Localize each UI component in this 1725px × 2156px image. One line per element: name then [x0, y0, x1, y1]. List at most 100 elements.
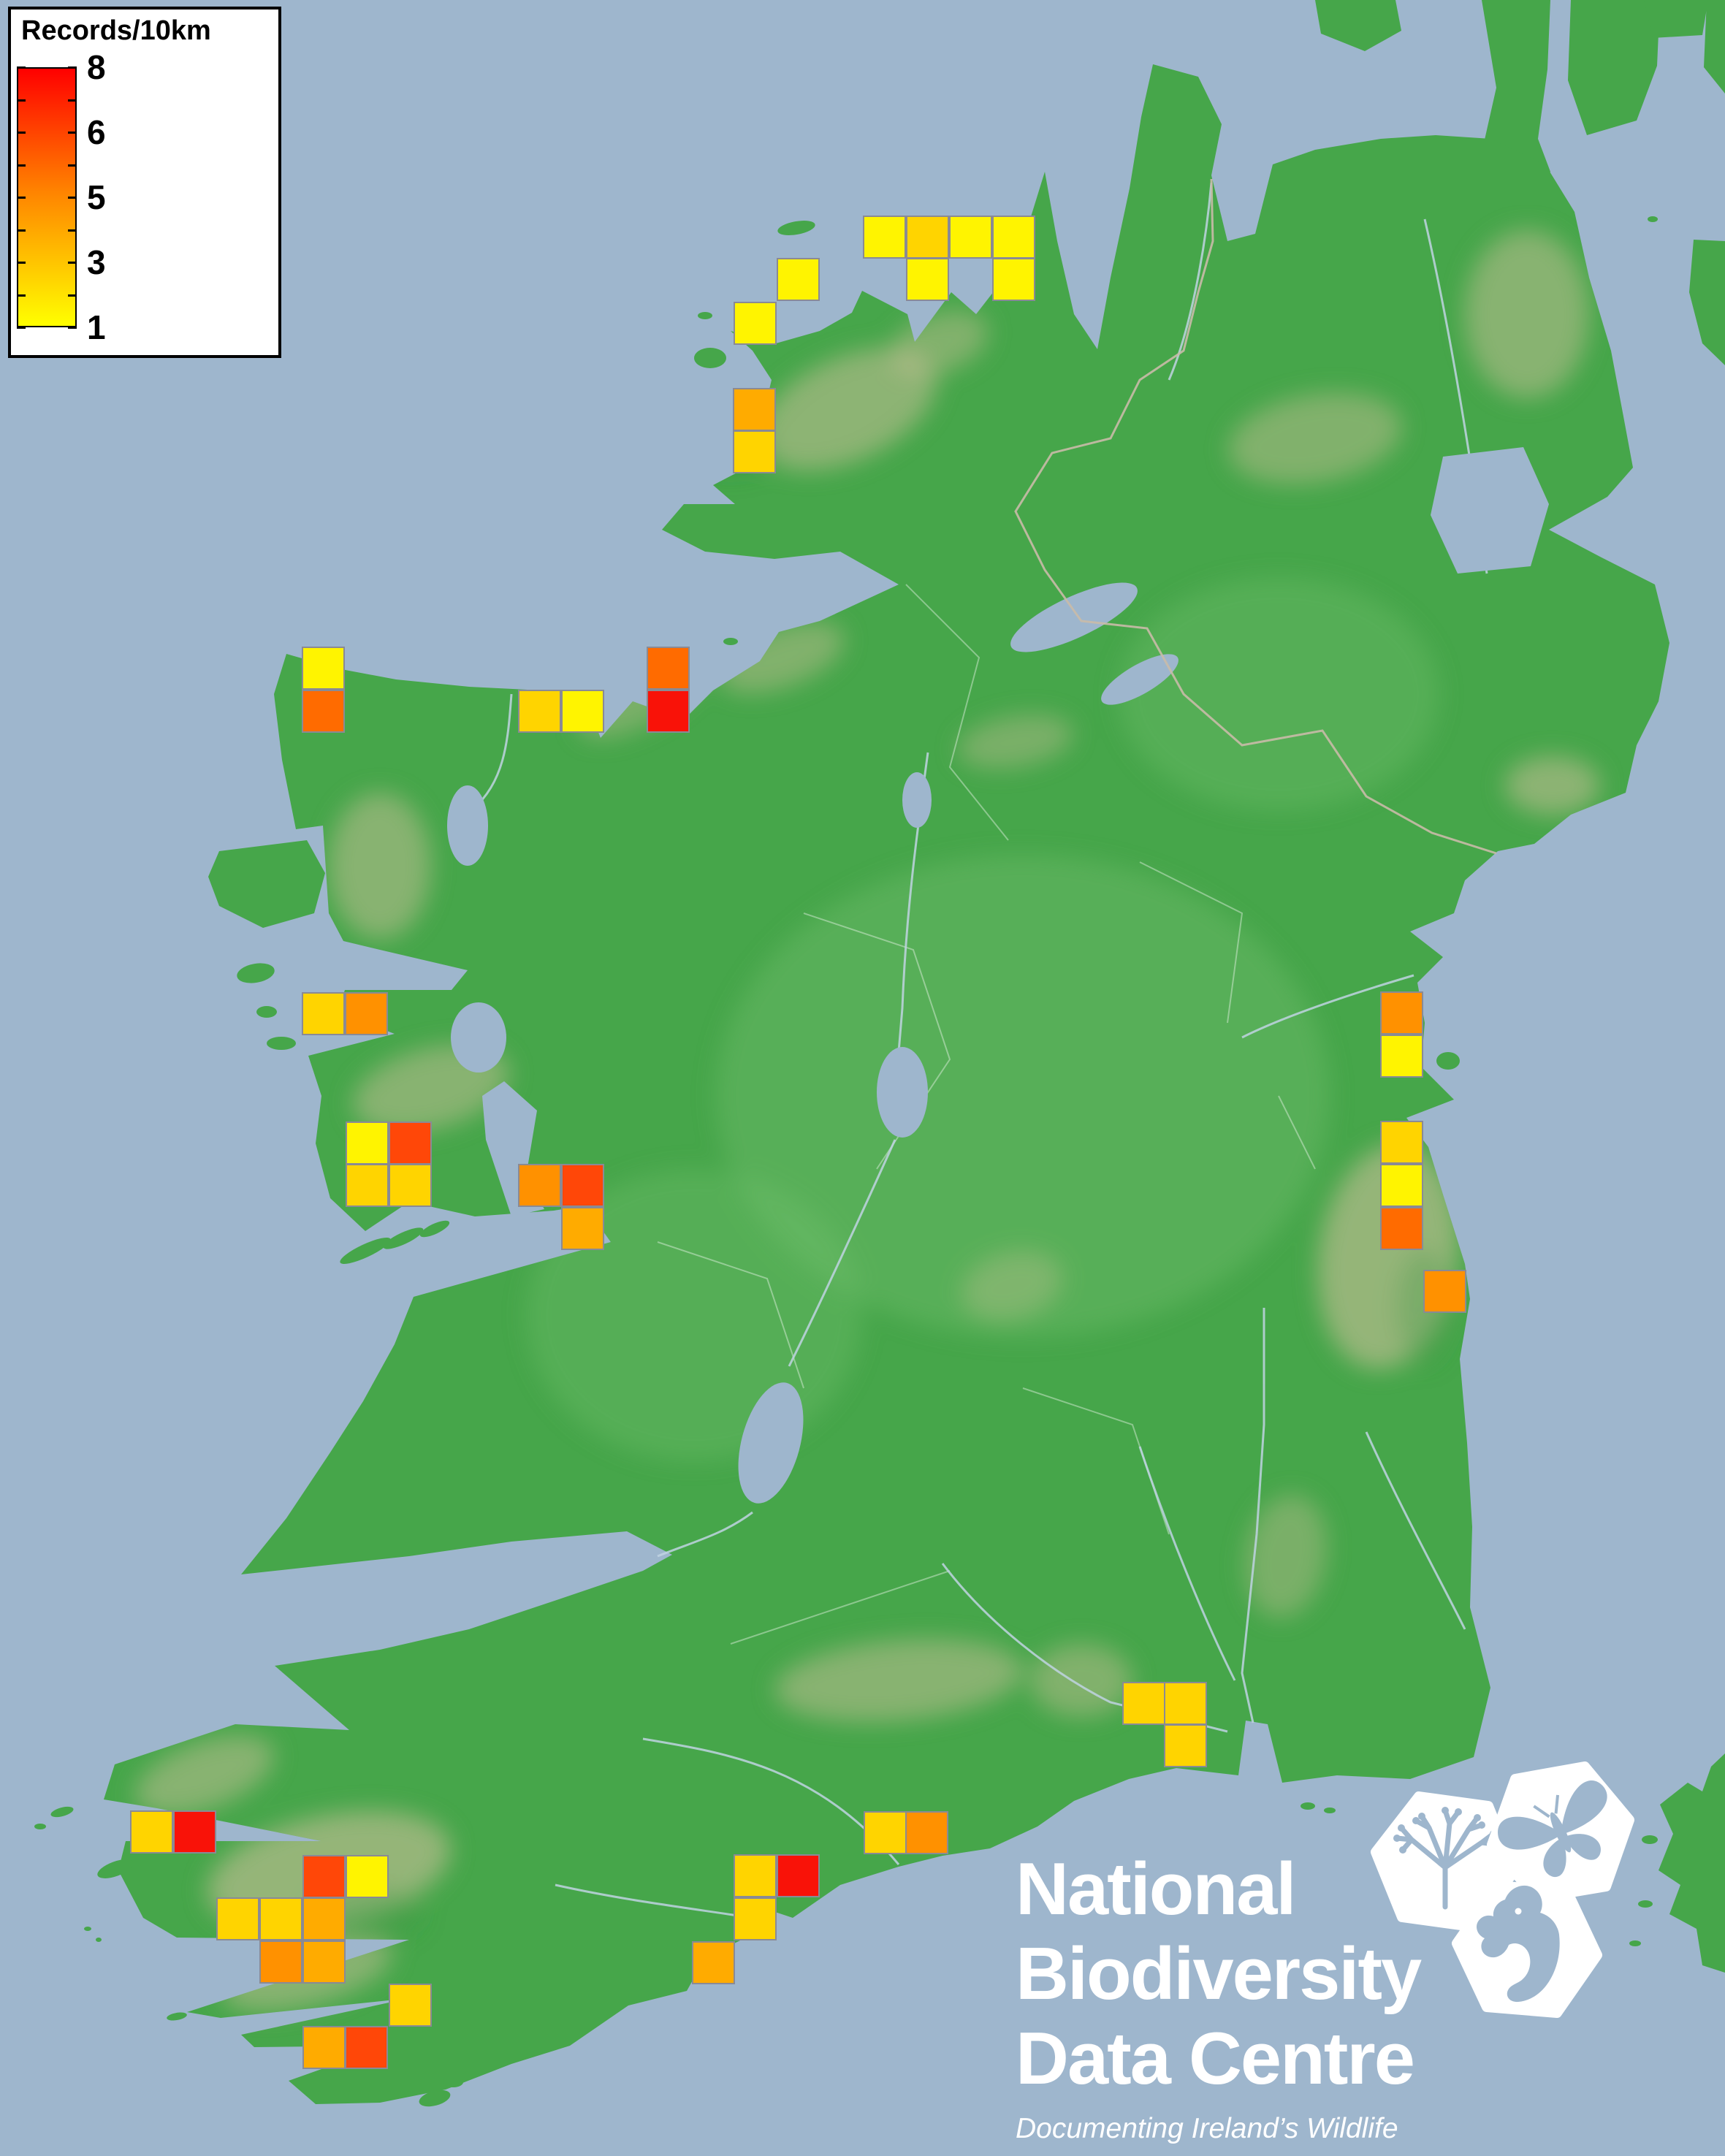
record-square — [346, 1855, 389, 1898]
legend-tick-label: 3 — [87, 243, 106, 281]
islands — [34, 221, 1460, 2107]
record-square — [302, 690, 345, 733]
record-square — [1122, 1682, 1165, 1725]
seahorse-hexagon — [1452, 1881, 1602, 2018]
legend-tick-label: 5 — [87, 178, 106, 216]
legend-tickmark — [17, 197, 26, 199]
record-square — [1380, 1035, 1423, 1078]
record-square — [734, 1897, 777, 1940]
legend-tickmark — [17, 164, 26, 167]
record-square — [1380, 1121, 1423, 1164]
legend-tickmark — [68, 66, 77, 69]
logo-line-3: Data Centre — [1016, 2018, 1415, 2100]
record-square — [734, 302, 777, 345]
record-square — [1164, 1682, 1207, 1725]
seahorse-icon — [1477, 1885, 1560, 2003]
legend-tickmark — [17, 99, 26, 102]
record-square — [647, 647, 690, 690]
record-square — [734, 1854, 777, 1897]
lough-allen — [902, 772, 932, 828]
lough-mask — [451, 1002, 506, 1073]
wales-landmass — [1629, 1753, 1725, 1973]
record-square — [1423, 1270, 1466, 1313]
record-square — [863, 216, 906, 259]
record-square — [777, 258, 820, 301]
record-square — [389, 1984, 432, 2027]
legend-tick-label: 1 — [87, 308, 106, 346]
record-square — [992, 216, 1035, 259]
lough-conn — [447, 785, 488, 866]
legend-tickmark — [68, 262, 77, 264]
record-square — [733, 388, 776, 431]
record-square — [346, 1121, 389, 1165]
record-square — [1380, 1164, 1423, 1207]
lough-erne-upper — [1101, 654, 1178, 705]
record-square — [1380, 991, 1423, 1035]
record-square — [259, 1897, 302, 1940]
legend-tickmark — [68, 327, 77, 329]
record-square — [518, 1164, 561, 1207]
record-square — [302, 992, 345, 1035]
lough-neagh — [1431, 447, 1549, 574]
tory-island — [777, 221, 815, 235]
logo-line-2: Biodiversity — [1016, 1933, 1422, 2016]
legend-tickmark — [68, 132, 77, 134]
record-square — [302, 647, 345, 690]
lough-derg — [738, 1382, 804, 1504]
record-square — [389, 1121, 432, 1165]
record-square — [302, 2026, 346, 2069]
record-square — [647, 690, 690, 733]
aran-islands — [340, 1237, 391, 1265]
record-square — [992, 258, 1035, 301]
legend-tick-label: 8 — [87, 48, 106, 86]
record-square — [346, 1164, 389, 1207]
legend-tickmark — [17, 262, 26, 264]
legend-tickmark — [68, 197, 77, 199]
legend-tickmark — [17, 294, 26, 297]
legend-tickmark — [17, 229, 26, 232]
record-square — [692, 1941, 735, 1984]
record-square — [302, 1855, 346, 1898]
lough-ree — [877, 1047, 928, 1138]
legend-title: Records/10km — [21, 15, 211, 46]
butterfly-hexagon — [1487, 1761, 1634, 1903]
record-square — [949, 216, 992, 259]
record-square — [259, 1940, 302, 1984]
legend-tickmark — [68, 99, 77, 102]
record-square — [906, 258, 949, 301]
logo-tagline: Documenting Ireland’s Wildlife — [1016, 2113, 1398, 2145]
legend-tickmark — [17, 132, 26, 134]
legend: Records/10km 8 6 5 3 1 — [8, 7, 281, 358]
record-square — [733, 430, 776, 473]
legend-tickmark — [68, 229, 77, 232]
achill-island — [208, 840, 325, 928]
record-square — [302, 1897, 346, 1940]
record-square — [1380, 1207, 1423, 1250]
record-square — [864, 1811, 907, 1854]
nbdc-logo-hexagons — [1371, 1761, 1634, 2018]
record-square — [906, 216, 949, 259]
legend-tickmark — [17, 66, 26, 69]
legend-tickmark — [68, 164, 77, 167]
record-square — [561, 1207, 604, 1250]
legend-tickmark — [17, 327, 26, 329]
record-square — [1164, 1724, 1207, 1767]
record-square — [777, 1854, 820, 1897]
lough-erne-lower — [1010, 582, 1138, 652]
record-square — [518, 690, 561, 733]
record-square — [345, 2026, 388, 2069]
record-square — [345, 992, 388, 1035]
record-square — [302, 1940, 346, 1984]
nbdc-logo-text: National Biodiversity Data Centre Docume… — [1016, 1847, 1422, 2145]
record-square — [561, 690, 604, 733]
record-square — [905, 1811, 948, 1854]
record-square — [561, 1164, 604, 1207]
butterfly-icon — [1498, 1780, 1607, 1878]
record-square — [389, 1164, 432, 1207]
legend-tick-label: 6 — [87, 113, 106, 151]
record-square — [130, 1810, 173, 1854]
record-square — [173, 1810, 216, 1854]
legend-tickmark — [68, 294, 77, 297]
